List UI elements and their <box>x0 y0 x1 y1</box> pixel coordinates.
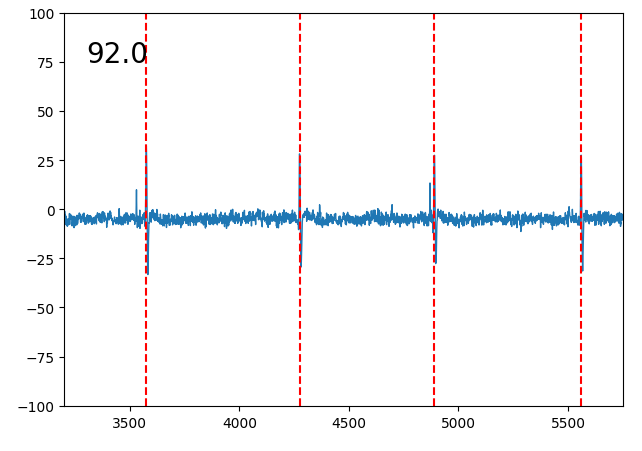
Text: 92.0: 92.0 <box>87 41 148 69</box>
